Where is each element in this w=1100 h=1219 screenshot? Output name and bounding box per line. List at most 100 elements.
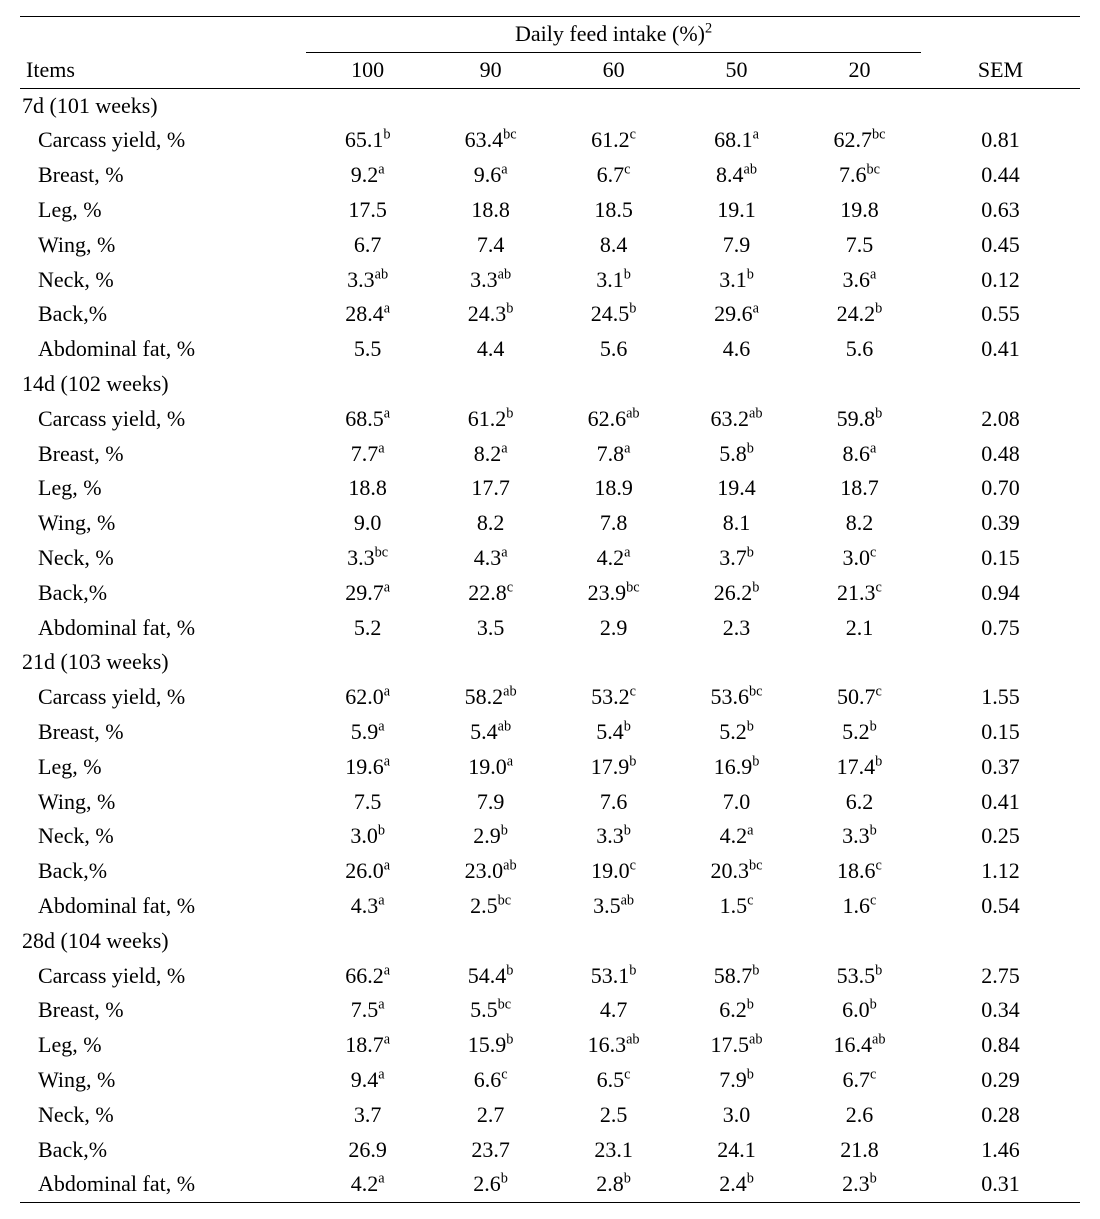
value-number: 68.1 <box>714 127 753 152</box>
value-number: 3.7 <box>719 545 747 570</box>
value-superscript: b <box>747 440 754 456</box>
value-cell: 4.3a <box>306 889 429 924</box>
value-cell: 4.7 <box>552 993 675 1028</box>
section-row: 28d (104 weeks) <box>20 924 1080 959</box>
value-number: 4.4 <box>477 336 505 361</box>
value-number: 3.7 <box>354 1102 382 1127</box>
value-cell: 2.9b <box>429 819 552 854</box>
value-cell: 18.7 <box>798 471 921 506</box>
value-superscript: b <box>629 753 636 769</box>
value-superscript: a <box>378 893 384 909</box>
value-superscript: a <box>753 127 759 143</box>
value-superscript: c <box>876 858 882 874</box>
value-cell: 2.8b <box>552 1167 675 1202</box>
value-superscript: b <box>506 1032 513 1048</box>
value-cell: 19.0a <box>429 750 552 785</box>
sem-cell: 0.25 <box>921 819 1080 854</box>
value-cell: 53.5b <box>798 959 921 994</box>
sem-cell: 1.46 <box>921 1133 1080 1168</box>
value-number: 23.9 <box>588 580 627 605</box>
value-superscript: b <box>752 962 759 978</box>
value-superscript: c <box>630 684 636 700</box>
value-number: 4.2 <box>351 1171 379 1196</box>
value-number: 16.4 <box>833 1032 872 1057</box>
value-cell: 26.2b <box>675 576 798 611</box>
value-cell: 23.7 <box>429 1133 552 1168</box>
value-superscript: b <box>501 823 508 839</box>
row-label: Leg, % <box>20 750 306 785</box>
row-label: Carcass yield, % <box>20 123 306 158</box>
value-cell: 19.0c <box>552 854 675 889</box>
value-cell: 4.2a <box>675 819 798 854</box>
section-title: 28d (104 weeks) <box>20 924 1080 959</box>
value-cell: 19.1 <box>675 193 798 228</box>
value-superscript: a <box>378 440 384 456</box>
value-number: 2.8 <box>596 1171 624 1196</box>
value-number: 24.1 <box>717 1137 756 1162</box>
value-cell: 4.3a <box>429 541 552 576</box>
table-row: Back,%29.7a22.8c23.9bc26.2b21.3c0.94 <box>20 576 1080 611</box>
sem-cell: 0.34 <box>921 993 1080 1028</box>
header-sem: SEM <box>921 17 1080 89</box>
value-cell: 28.4a <box>306 297 429 332</box>
value-cell: 2.7 <box>429 1098 552 1133</box>
table-row: Breast, %5.9a5.4ab5.4b5.2b5.2b0.15 <box>20 715 1080 750</box>
value-number: 6.2 <box>846 789 874 814</box>
value-superscript: c <box>747 893 753 909</box>
value-number: 15.9 <box>468 1032 507 1057</box>
value-cell: 7.6 <box>552 785 675 820</box>
value-superscript: c <box>624 162 630 178</box>
table-row: Carcass yield, %68.5a61.2b62.6ab63.2ab59… <box>20 402 1080 437</box>
row-label: Leg, % <box>20 471 306 506</box>
value-cell: 9.4a <box>306 1063 429 1098</box>
value-number: 63.4 <box>465 127 504 152</box>
sem-cell: 0.28 <box>921 1098 1080 1133</box>
value-number: 3.3 <box>842 823 870 848</box>
row-label: Breast, % <box>20 437 306 472</box>
value-number: 17.5 <box>348 197 387 222</box>
value-number: 6.7 <box>597 162 625 187</box>
value-number: 66.2 <box>345 963 384 988</box>
value-number: 1.6 <box>843 893 871 918</box>
row-label: Wing, % <box>20 1063 306 1098</box>
table-row: Wing, %9.08.27.88.18.20.39 <box>20 506 1080 541</box>
row-label: Wing, % <box>20 506 306 541</box>
header-col-20: 20 <box>798 52 921 88</box>
sem-cell: 0.48 <box>921 437 1080 472</box>
value-superscript: c <box>630 858 636 874</box>
header-col-90: 90 <box>429 52 552 88</box>
row-label: Carcass yield, % <box>20 959 306 994</box>
sem-cell: 0.45 <box>921 228 1080 263</box>
sem-cell: 0.81 <box>921 123 1080 158</box>
value-superscript: b <box>870 997 877 1013</box>
value-number: 4.3 <box>351 893 379 918</box>
value-superscript: b <box>875 301 882 317</box>
value-superscript: b <box>378 823 385 839</box>
sem-cell: 0.15 <box>921 541 1080 576</box>
value-number: 8.4 <box>600 232 628 257</box>
value-superscript: bc <box>375 545 389 561</box>
value-superscript: ab <box>872 1032 886 1048</box>
value-number: 58.7 <box>714 963 753 988</box>
value-cell: 7.5 <box>306 785 429 820</box>
row-label: Carcass yield, % <box>20 680 306 715</box>
value-cell: 18.9 <box>552 471 675 506</box>
table-row: Abdominal fat, %5.54.45.64.65.60.41 <box>20 332 1080 367</box>
value-number: 5.4 <box>596 719 624 744</box>
sem-cell: 0.12 <box>921 263 1080 298</box>
value-number: 8.6 <box>843 441 871 466</box>
value-cell: 5.9a <box>306 715 429 750</box>
value-cell: 2.3b <box>798 1167 921 1202</box>
value-number: 29.7 <box>345 580 384 605</box>
value-cell: 7.8a <box>552 437 675 472</box>
value-cell: 7.5a <box>306 993 429 1028</box>
value-cell: 3.5ab <box>552 889 675 924</box>
value-superscript: c <box>876 579 882 595</box>
value-number: 3.0 <box>723 1102 751 1127</box>
value-cell: 65.1b <box>306 123 429 158</box>
value-number: 16.3 <box>588 1032 627 1057</box>
value-number: 9.2 <box>351 162 379 187</box>
value-number: 8.2 <box>846 510 874 535</box>
value-number: 4.6 <box>723 336 751 361</box>
value-cell: 8.2a <box>429 437 552 472</box>
